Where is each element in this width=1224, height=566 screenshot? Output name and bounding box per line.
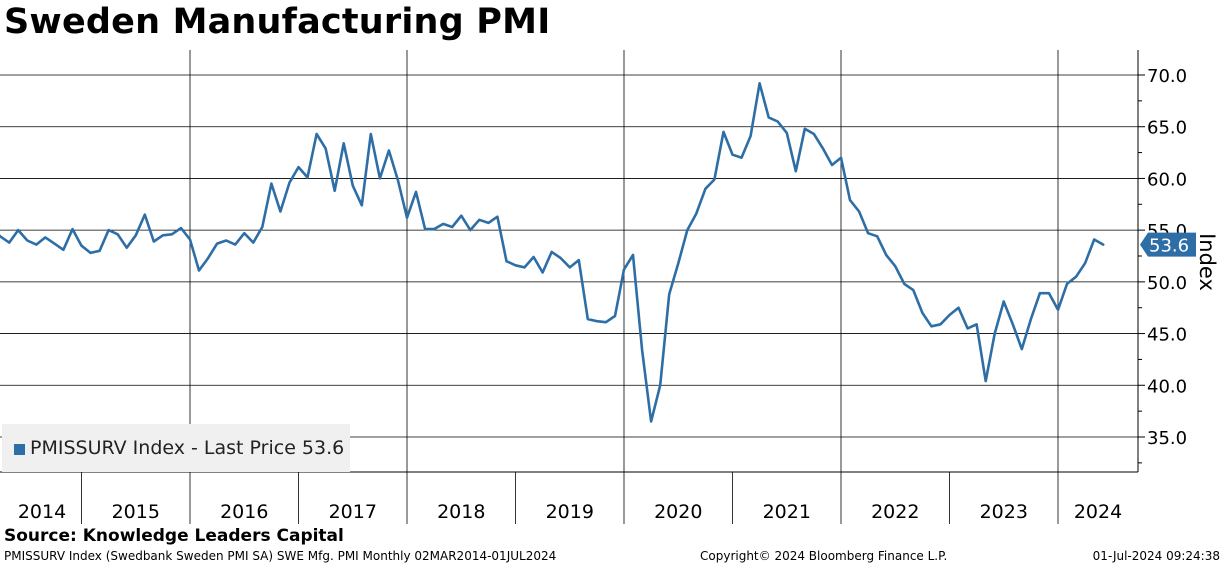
y-tick-label: 60.0 <box>1147 169 1187 190</box>
legend-swatch <box>14 444 25 455</box>
legend-text: PMISSURV Index - Last Price 53.6 <box>30 437 345 459</box>
chart-title: Sweden Manufacturing PMI <box>4 2 551 42</box>
y-tick-label: 45.0 <box>1147 325 1187 346</box>
footer-timestamp: 01-Jul-2024 09:24:38 <box>1092 549 1220 563</box>
axes <box>0 50 1145 524</box>
source-note: Source: Knowledge Leaders Capital <box>4 526 344 546</box>
y-tick-label: 65.0 <box>1147 118 1187 139</box>
y-tick-label: 35.0 <box>1147 428 1187 449</box>
x-tick-label: 2018 <box>437 501 485 523</box>
last-price-marker <box>1140 232 1196 257</box>
x-tick-label: 2014 <box>18 501 66 523</box>
footer-ticker-info: PMISSURV Index (Swedbank Sweden PMI SA) … <box>4 549 557 563</box>
x-tick-label: 2020 <box>654 501 702 523</box>
x-tick-label: 2023 <box>980 501 1028 523</box>
x-tick-label: 2017 <box>329 501 377 523</box>
x-tick-label: 2016 <box>220 501 268 523</box>
footer-copyright: Copyright© 2024 Bloomberg Finance L.P. <box>700 549 948 563</box>
x-tick-label: 2015 <box>112 501 160 523</box>
x-tick-label: 2022 <box>871 501 919 523</box>
y-tick-label: 70.0 <box>1147 66 1187 87</box>
y-tick-label: 40.0 <box>1147 376 1187 397</box>
series <box>0 82 1105 423</box>
series-line <box>0 82 1105 423</box>
x-tick-label: 2024 <box>1074 501 1122 523</box>
grid <box>0 50 1138 524</box>
legend: PMISSURV Index - Last Price 53.6 <box>2 424 350 472</box>
y-axis-title: Index <box>1195 233 1219 291</box>
last-price-label: 53.6 <box>1149 236 1189 257</box>
x-tick-label: 2019 <box>546 501 594 523</box>
x-tick-label: 2021 <box>763 501 811 523</box>
y-tick-label: 50.0 <box>1147 273 1187 294</box>
